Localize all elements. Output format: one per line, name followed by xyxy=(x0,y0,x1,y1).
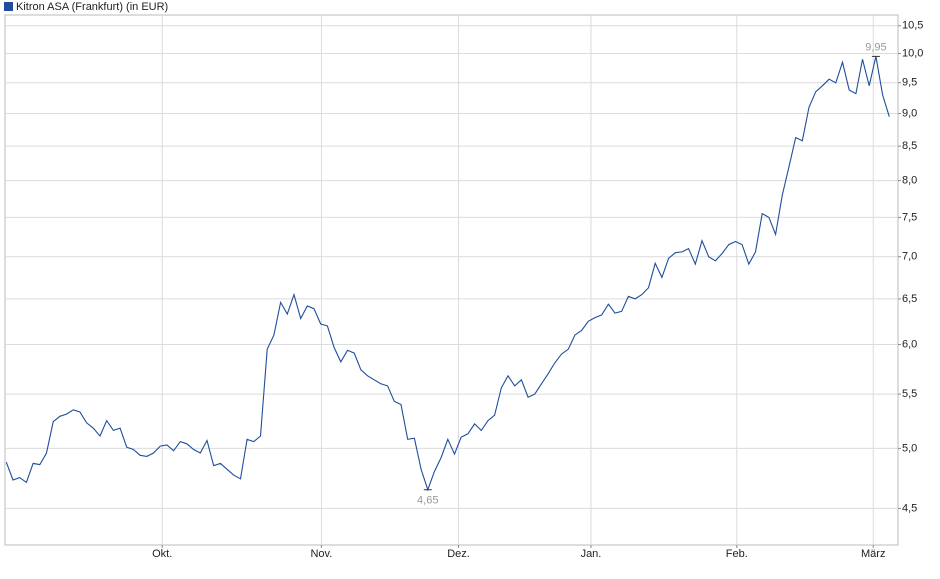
x-tick-label: Jan. xyxy=(581,548,602,560)
x-tick-label: Feb. xyxy=(726,548,748,560)
y-tick-label: 5,0 xyxy=(902,442,917,454)
extreme-label: 9,95 xyxy=(865,41,886,53)
x-tick-label: Nov. xyxy=(310,548,332,560)
plot-area xyxy=(4,14,899,546)
price-line xyxy=(5,56,890,492)
y-tick-label: 5,5 xyxy=(902,388,917,400)
extreme-label: 4,65 xyxy=(417,495,438,507)
x-tick-label: März xyxy=(861,548,885,560)
legend-swatch xyxy=(4,2,13,11)
x-tick-label: Okt. xyxy=(152,548,172,560)
y-tick-label: 4,5 xyxy=(902,502,917,514)
legend-label: Kitron ASA (Frankfurt) (in EUR) xyxy=(16,1,168,13)
y-tick-label: 9,0 xyxy=(902,107,917,119)
x-tick-label: Dez. xyxy=(447,548,470,560)
y-tick-label: 7,0 xyxy=(902,251,917,263)
y-tick-label: 8,5 xyxy=(902,140,917,152)
y-tick-label: 6,5 xyxy=(902,293,917,305)
y-tick-label: 8,0 xyxy=(902,175,917,187)
y-tick-label: 10,5 xyxy=(902,20,923,32)
y-tick-label: 6,0 xyxy=(902,338,917,350)
y-tick-label: 10,0 xyxy=(902,47,923,59)
y-tick-label: 9,5 xyxy=(902,77,917,89)
y-tick-label: 7,5 xyxy=(902,211,917,223)
